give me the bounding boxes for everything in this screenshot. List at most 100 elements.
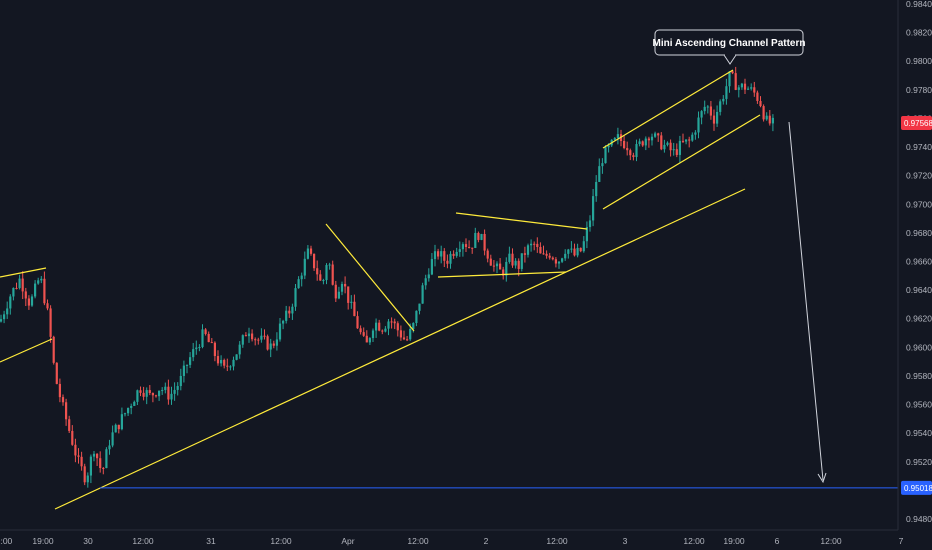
candle-body bbox=[536, 243, 539, 248]
candle bbox=[350, 295, 353, 309]
mini-channel-upper bbox=[602, 69, 734, 149]
candle bbox=[108, 439, 111, 455]
candle-body bbox=[170, 393, 173, 400]
candle bbox=[9, 294, 12, 315]
candle-body bbox=[269, 343, 272, 350]
candle-body bbox=[592, 196, 595, 221]
candle-body bbox=[489, 258, 492, 266]
candle-body bbox=[120, 414, 123, 430]
candle bbox=[102, 467, 105, 475]
candle bbox=[421, 282, 424, 304]
candle-body bbox=[235, 354, 238, 360]
candle-body bbox=[433, 251, 437, 260]
candle bbox=[55, 362, 58, 385]
candle bbox=[151, 392, 154, 403]
candle bbox=[471, 247, 474, 254]
candle-body bbox=[567, 249, 570, 254]
candle-body bbox=[291, 306, 294, 314]
candle bbox=[709, 100, 712, 120]
candle bbox=[232, 356, 235, 371]
candle bbox=[725, 78, 728, 105]
candle bbox=[750, 83, 753, 91]
candle-body bbox=[350, 301, 353, 303]
candle-body bbox=[573, 248, 576, 256]
candle-body bbox=[207, 333, 210, 343]
candle-body bbox=[666, 142, 669, 145]
candle-body bbox=[685, 139, 688, 142]
candle bbox=[182, 360, 185, 383]
candle bbox=[130, 403, 133, 415]
candle bbox=[613, 136, 616, 141]
candle bbox=[666, 141, 669, 147]
candle bbox=[443, 248, 446, 268]
candle bbox=[579, 247, 582, 253]
candle-body bbox=[688, 139, 691, 141]
candle-body bbox=[3, 314, 6, 320]
candle bbox=[644, 136, 647, 151]
candle bbox=[92, 450, 96, 462]
candle bbox=[427, 268, 430, 282]
candle-body bbox=[375, 322, 378, 331]
candle bbox=[564, 249, 567, 261]
candle bbox=[294, 283, 297, 311]
candle-body bbox=[328, 264, 331, 266]
candle bbox=[588, 215, 592, 232]
candle-body bbox=[672, 149, 675, 151]
candle bbox=[570, 241, 573, 253]
candle-body bbox=[371, 330, 375, 339]
candle-body bbox=[263, 335, 266, 337]
candle bbox=[356, 311, 359, 329]
candle-body bbox=[49, 308, 52, 337]
candle-body bbox=[483, 233, 486, 251]
candle-body bbox=[424, 278, 427, 286]
candle-body bbox=[201, 329, 204, 348]
candle-body bbox=[189, 357, 192, 365]
candle bbox=[58, 378, 61, 403]
target-price-label: 0.95018 bbox=[901, 480, 932, 495]
candle bbox=[300, 272, 303, 287]
candle bbox=[539, 242, 542, 254]
candle bbox=[390, 317, 393, 329]
candle-body bbox=[505, 261, 508, 276]
candle-body bbox=[632, 155, 635, 158]
candle bbox=[99, 451, 102, 473]
candle bbox=[68, 415, 71, 434]
candle bbox=[319, 270, 322, 281]
pattern-callout: Mini Ascending Channel Pattern bbox=[653, 29, 805, 65]
candle bbox=[468, 240, 471, 249]
candle-body bbox=[278, 323, 282, 340]
candle-body bbox=[406, 339, 409, 341]
candle bbox=[241, 334, 244, 348]
candle bbox=[359, 325, 362, 335]
candle bbox=[697, 111, 700, 139]
candle-body bbox=[520, 253, 523, 269]
candle bbox=[291, 303, 294, 320]
candle bbox=[306, 245, 309, 260]
candle-body bbox=[65, 402, 68, 420]
candle-body bbox=[9, 296, 12, 309]
candle-body bbox=[635, 144, 638, 158]
candle bbox=[15, 282, 18, 290]
candle bbox=[331, 260, 334, 286]
candle-body bbox=[325, 265, 328, 281]
candle bbox=[12, 287, 15, 301]
candle-body bbox=[96, 453, 99, 459]
candle-body bbox=[545, 253, 548, 256]
candle-body bbox=[210, 342, 213, 344]
candle-body bbox=[508, 253, 511, 262]
candle-body bbox=[570, 248, 573, 250]
candle bbox=[495, 261, 499, 274]
candle bbox=[127, 407, 130, 417]
candle-body bbox=[127, 407, 130, 414]
candle bbox=[204, 328, 207, 336]
x-tick-label: 12:00 bbox=[683, 536, 705, 546]
candle bbox=[371, 328, 375, 342]
main-ascending-trendline bbox=[54, 188, 746, 510]
candle-body bbox=[148, 390, 151, 394]
candle bbox=[257, 337, 260, 345]
